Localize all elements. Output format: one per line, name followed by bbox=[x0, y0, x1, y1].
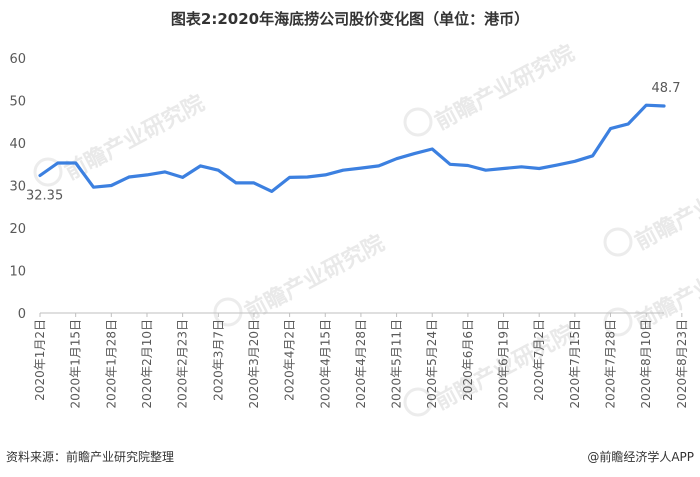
y-tick-label: 40 bbox=[9, 137, 26, 152]
x-tick-label: 2020年5月11日 bbox=[390, 319, 404, 408]
x-tick-label: 2020年1月15日 bbox=[69, 319, 83, 408]
watermark-text: 前瞻产业研究院 bbox=[241, 230, 389, 325]
brand-credit: @前瞻经济学人APP bbox=[587, 448, 694, 465]
data-label: 48.7 bbox=[652, 81, 681, 96]
watermark-text: 前瞻产业研究院 bbox=[631, 160, 700, 255]
x-tick-label: 2020年4月2日 bbox=[283, 319, 297, 401]
y-tick-label: 30 bbox=[9, 180, 26, 195]
x-tick-label: 2020年2月10日 bbox=[140, 319, 154, 408]
y-tick-label: 10 bbox=[9, 265, 26, 280]
watermark-logo-icon bbox=[405, 109, 431, 135]
x-tick-label: 2020年7月28日 bbox=[604, 319, 618, 408]
x-tick-label: 2020年6月19日 bbox=[497, 319, 511, 408]
x-tick-label: 2020年6月6日 bbox=[461, 319, 475, 401]
y-tick-label: 50 bbox=[9, 95, 26, 110]
x-tick-label: 2020年4月15日 bbox=[318, 319, 332, 408]
x-tick-label: 2020年1月28日 bbox=[104, 319, 118, 408]
x-tick-label: 2020年7月2日 bbox=[532, 319, 546, 401]
x-tick-label: 2020年3月20日 bbox=[247, 319, 261, 408]
watermark-text: 前瞻产业研究院 bbox=[431, 40, 579, 135]
y-tick-label: 0 bbox=[18, 307, 26, 322]
y-axis: 0 10 20 30 40 50 60 bbox=[9, 52, 26, 322]
x-tick-label: 2020年7月15日 bbox=[568, 319, 582, 408]
x-tick-label: 2020年8月10日 bbox=[639, 319, 653, 408]
data-label: 32.35 bbox=[26, 189, 63, 204]
x-tick-label: 2020年1月2日 bbox=[33, 319, 47, 401]
y-tick-label: 60 bbox=[9, 52, 26, 67]
x-tick-label: 2020年3月7日 bbox=[211, 319, 225, 401]
x-tick-label: 2020年8月23日 bbox=[675, 319, 689, 408]
x-tick-label: 2020年4月28日 bbox=[354, 319, 368, 408]
y-tick-label: 20 bbox=[9, 222, 26, 237]
x-axis: 2020年1月2日 2020年1月15日 2020年1月28日 2020年2月10日 2… bbox=[33, 313, 689, 408]
source-note: 资料来源：前瞻产业研究院整理 bbox=[6, 448, 174, 465]
watermark-logo-icon bbox=[605, 229, 631, 255]
x-tick-label: 2020年5月24日 bbox=[425, 319, 439, 408]
x-tick-label: 2020年2月23日 bbox=[176, 319, 190, 408]
